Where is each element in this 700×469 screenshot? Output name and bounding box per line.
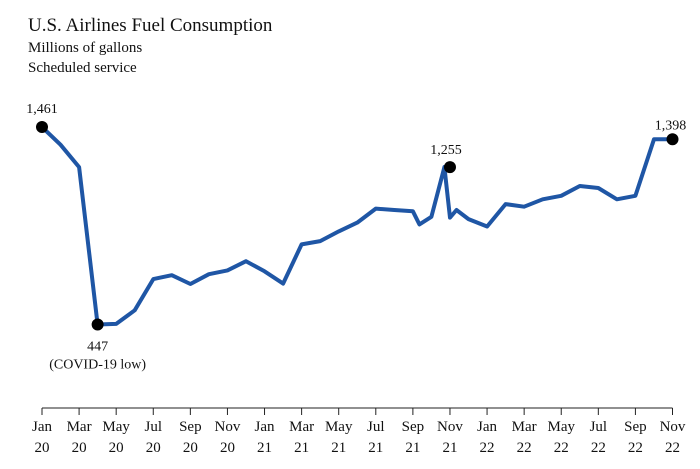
x-tick-label-month: May [102, 419, 130, 435]
x-tick-label-month: Sep [624, 419, 647, 435]
x-tick-label-year: 20 [146, 440, 161, 456]
x-tick-label-year: 20 [183, 440, 198, 456]
x-tick-label-month: Mar [289, 419, 314, 435]
chart-subtitle-units: Millions of gallons [28, 40, 143, 56]
x-tick-label-year: 20 [220, 440, 235, 456]
annotation-label: 447 [87, 340, 108, 355]
x-tick-label-year: 21 [331, 440, 346, 456]
x-tick-label-month: Jan [32, 419, 52, 435]
x-tick-label-month: May [325, 419, 353, 435]
annotation-marker [443, 161, 456, 174]
series-line [40, 125, 675, 327]
x-tick-label-month: Jan [477, 419, 497, 435]
chart-titles: U.S. Airlines Fuel Consumption Millions … [28, 14, 272, 78]
annotation-note: (COVID-19 low) [49, 358, 146, 373]
x-tick-label-year: 21 [294, 440, 309, 456]
x-tick-label-month: Sep [179, 419, 202, 435]
annotation-label: 1,398 [655, 118, 687, 133]
x-tick-label-year: 20 [35, 440, 50, 456]
x-tick-label-month: May [547, 419, 575, 435]
x-tick-label-month: Mar [67, 419, 92, 435]
x-tick-label-year: 22 [628, 440, 643, 456]
x-tick-label-month: Jul [145, 419, 163, 435]
x-tick-label-month: Nov [437, 419, 463, 435]
x-tick-label-year: 21 [442, 440, 457, 456]
x-tick-label-year: 21 [257, 440, 272, 456]
annotation-marker [666, 133, 679, 146]
x-tick-label-year: 21 [405, 440, 420, 456]
annotation-marker [36, 121, 48, 133]
x-tick-label-month: Jul [367, 419, 385, 435]
x-tick-label-year: 22 [517, 440, 532, 456]
annotation-label: 1,461 [26, 102, 58, 117]
chart-title: U.S. Airlines Fuel Consumption [28, 15, 273, 36]
x-tick-label-month: Jan [255, 419, 275, 435]
x-tick-label-year: 22 [480, 440, 495, 456]
x-tick-label-month: Jul [590, 419, 608, 435]
x-tick-label-year: 22 [665, 440, 680, 456]
x-tick-label-year: 22 [591, 440, 606, 456]
x-tick-label-year: 22 [554, 440, 569, 456]
x-tick-label-month: Sep [402, 419, 425, 435]
x-tick-label-month: Nov [660, 419, 686, 435]
x-tick-label-year: 20 [109, 440, 124, 456]
x-tick-label-year: 20 [72, 440, 87, 456]
chart-subtitle-service: Scheduled service [28, 60, 137, 76]
x-tick-label-month: Mar [512, 419, 537, 435]
annotation-marker [91, 318, 104, 331]
annotation-label: 1,255 [430, 143, 462, 158]
x-tick-label-month: Nov [215, 419, 241, 435]
x-tick-label-year: 21 [368, 440, 383, 456]
